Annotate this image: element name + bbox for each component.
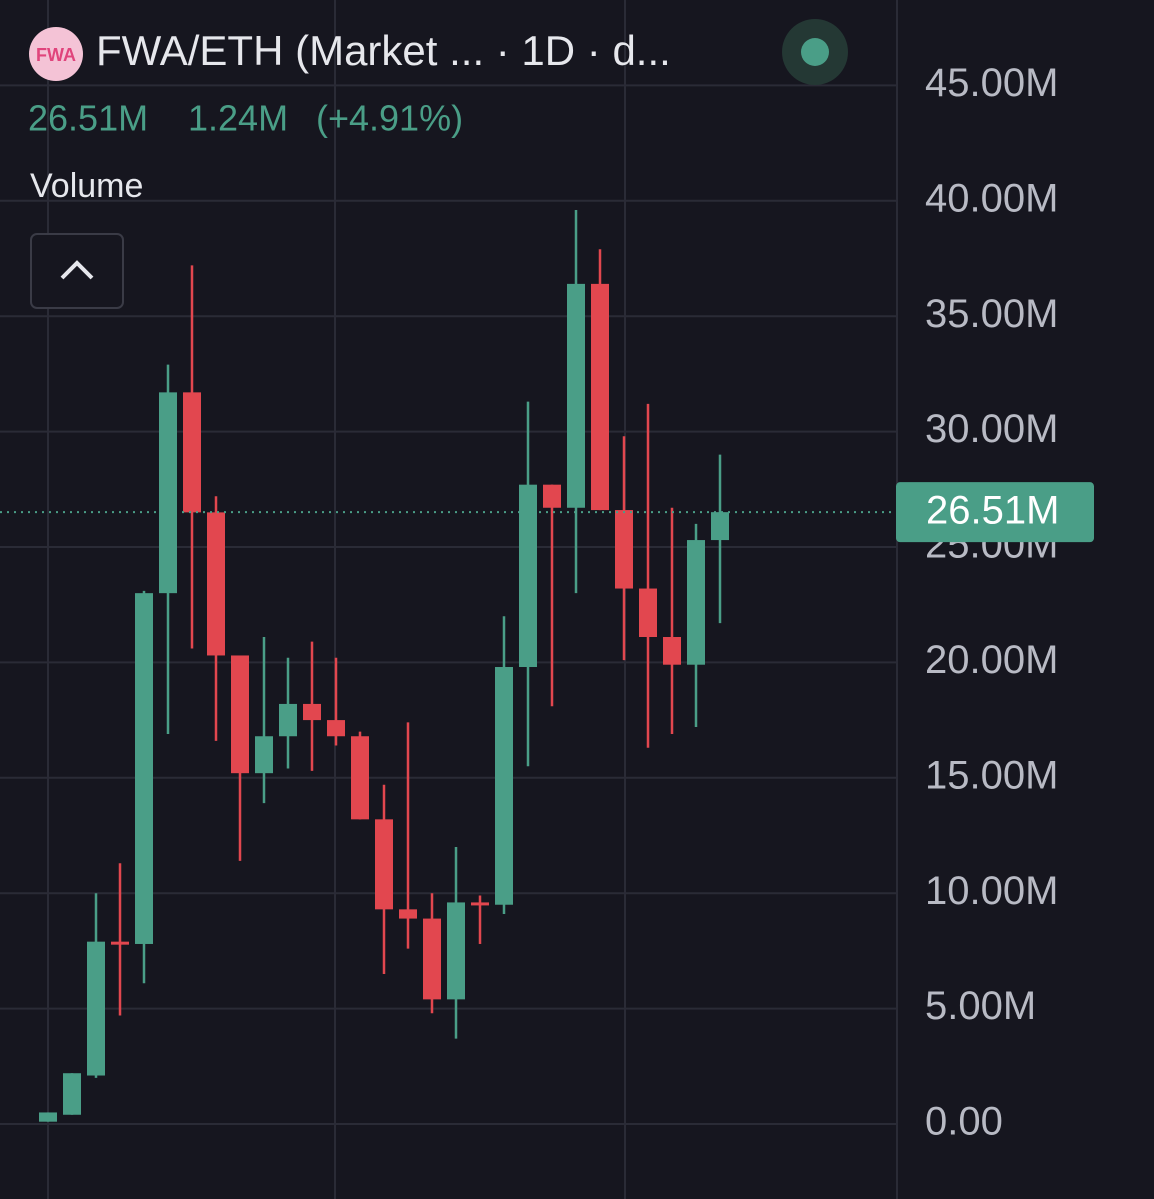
price: 26.51M [28, 98, 148, 139]
change: 1.24M [188, 98, 288, 139]
status-dot [801, 38, 829, 66]
y-tick-label: 35.00M [925, 292, 1058, 336]
change-pct: (+4.91%) [316, 98, 463, 139]
title: FWA/ETH (Market ... · 1D · d... [96, 27, 671, 74]
candle-body [471, 902, 489, 906]
y-tick-label: 5.00M [925, 984, 1036, 1028]
candle-body [159, 392, 177, 594]
candle-body [519, 484, 537, 668]
candle-body [447, 902, 465, 1000]
candle-body [279, 703, 297, 737]
candle-body [495, 667, 513, 905]
candle-body [687, 540, 705, 665]
candle-body [231, 655, 249, 774]
candle-body [255, 736, 273, 774]
candle-body [327, 720, 345, 737]
candle-body [639, 588, 657, 638]
candle-body [303, 703, 321, 721]
chevron-up [60, 260, 94, 280]
candle-body [663, 637, 681, 665]
candle-body [183, 392, 201, 513]
candle-body [615, 510, 633, 589]
candle-body [543, 484, 561, 508]
candle-body [567, 283, 585, 508]
candle-body [591, 283, 609, 511]
candle-body [375, 819, 393, 910]
y-tick-label: 10.00M [925, 869, 1058, 913]
candle-body [207, 512, 225, 656]
y-tick-label: 30.00M [925, 407, 1058, 451]
header: FWA FWA/ETH (Market ... · 1D · d... 26.5… [28, 19, 848, 309]
plot: 0.005.00M10.00M15.00M20.00M25.00M30.00M3… [0, 61, 1058, 1144]
logo [29, 27, 83, 81]
y-tick-label: 20.00M [925, 638, 1058, 682]
collapse-button[interactable] [30, 233, 124, 309]
candle-body [351, 736, 369, 820]
candle-body [423, 918, 441, 1000]
candle-body [135, 593, 153, 944]
logo-text: FWA [36, 45, 76, 65]
last-price-box [896, 482, 1094, 543]
candle-body [39, 1112, 57, 1122]
indicator: Volume [30, 167, 143, 205]
y-tick-label: 0.00 [925, 1100, 1003, 1144]
last-price-label: 26.51M [926, 489, 1059, 533]
candle-body [399, 909, 417, 919]
candle-body [111, 941, 129, 945]
y-tick-label: 40.00M [925, 176, 1058, 220]
candle-body [87, 941, 105, 1076]
candle-body [63, 1073, 81, 1115]
y-tick-label: 15.00M [925, 753, 1058, 797]
candle-body [711, 512, 729, 541]
y-tick-label: 45.00M [925, 61, 1058, 105]
